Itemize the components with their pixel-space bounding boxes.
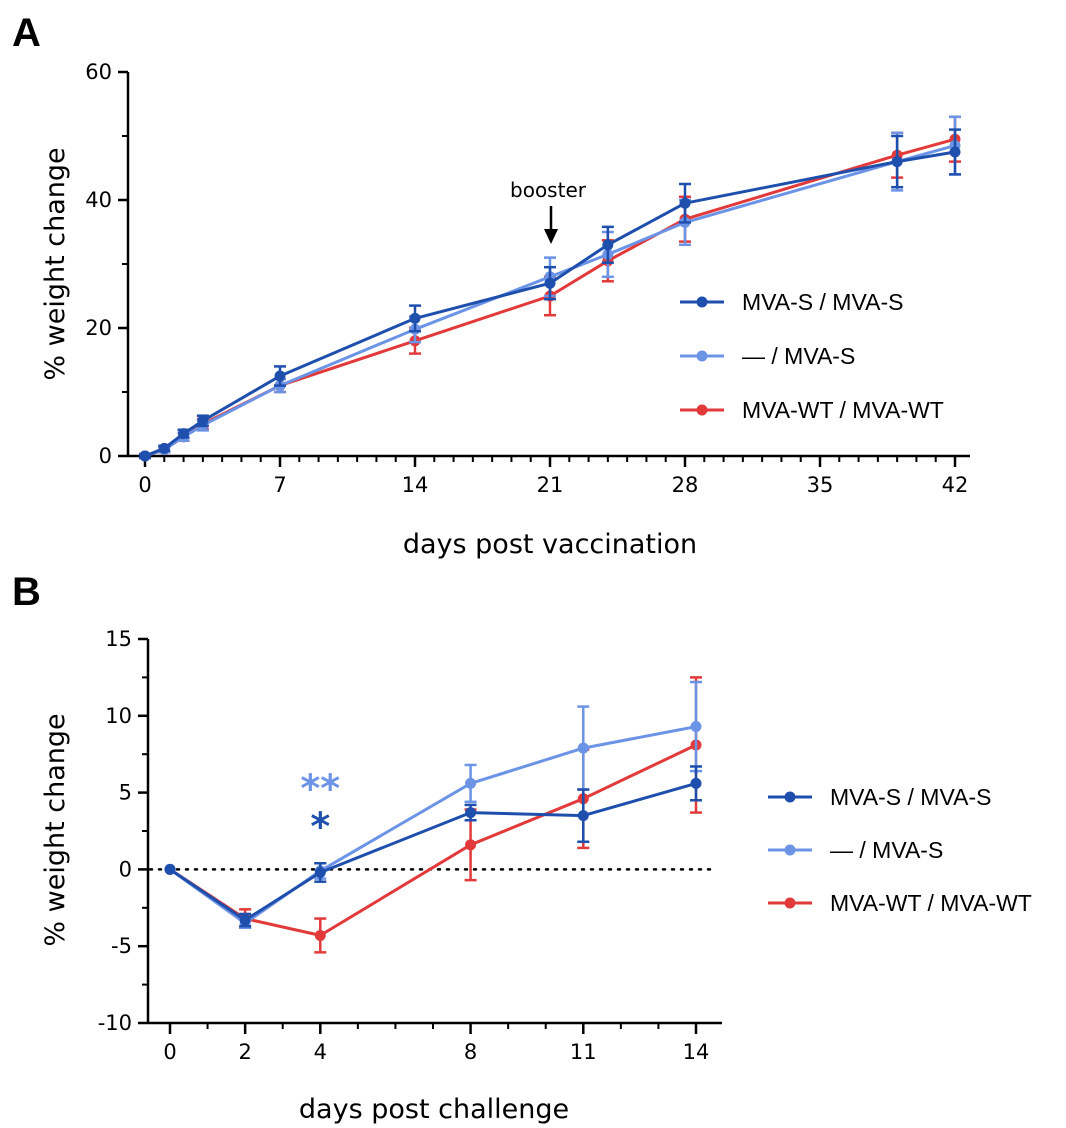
x-tick-label: 42: [942, 473, 969, 497]
legend-swatch-marker: [696, 350, 708, 362]
legend-swatch-marker: [784, 897, 796, 909]
panel-a-axes: 0 20 40 60 0 7 14 21 28 35 42: [85, 60, 970, 497]
data-point: [197, 415, 209, 427]
data-point: [690, 721, 702, 733]
data-point: [949, 146, 961, 158]
x-tick-label: 8: [464, 1040, 477, 1064]
data-point: [158, 442, 170, 454]
series-0: [139, 128, 961, 462]
panel-b-chart: B -10 -5 0 5 10 15 0 2 4 8 11 14 days post challeng…: [12, 570, 1032, 1125]
legend-entry: MVA-S / MVA-S: [768, 784, 991, 810]
y-tick-label: -5: [111, 934, 132, 958]
data-point: [465, 777, 477, 789]
data-point: [690, 777, 702, 789]
data-point: [274, 370, 286, 382]
panel-b-x-axis-title: days post challenge: [299, 1094, 569, 1125]
data-point: [409, 312, 421, 324]
data-point: [314, 866, 326, 878]
x-tick-label: 28: [672, 473, 699, 497]
legend-entry: MVA-WT / MVA-WT: [768, 890, 1032, 916]
y-tick-label: 40: [85, 188, 112, 212]
series-line: [169, 725, 697, 925]
panel-a-series: [139, 115, 961, 462]
legend-swatch-marker: [696, 296, 708, 308]
panel-b-legend: MVA-S / MVA-S — / MVA-S MVA-WT / MVA-WT: [768, 784, 1032, 916]
x-tick-label: 14: [683, 1040, 710, 1064]
data-point: [679, 197, 691, 209]
legend-label: MVA-WT / MVA-WT: [742, 397, 944, 423]
series-2: [164, 676, 702, 954]
y-tick-label: 20: [85, 316, 112, 340]
x-tick-label: 35: [807, 473, 834, 497]
data-point: [465, 839, 477, 851]
legend-label: — / MVA-S: [830, 837, 943, 863]
series-line: [169, 743, 697, 937]
y-tick-label: 5: [119, 781, 132, 805]
x-tick-label: 11: [570, 1040, 597, 1064]
y-tick-label: 0: [99, 444, 112, 468]
panel-b-series: [164, 676, 702, 954]
x-tick-label: 4: [314, 1040, 327, 1064]
y-tick-label: 0: [119, 857, 132, 881]
booster-label: booster: [510, 178, 587, 202]
data-point: [465, 807, 477, 819]
x-tick-label: 2: [238, 1040, 251, 1064]
legend-swatch-marker: [784, 791, 796, 803]
panel-b-y-axis-title: % weight change: [40, 713, 71, 946]
legend-label: MVA-S / MVA-S: [830, 784, 991, 810]
panel-a-letter: A: [12, 11, 41, 55]
panel-a-chart: A 0 20 40 60 0 7 14 21 28 35 42 days post vaccinat…: [12, 11, 970, 560]
legend-label: — / MVA-S: [742, 343, 855, 369]
series-line: [169, 781, 697, 922]
panel-b-letter: B: [12, 570, 41, 614]
legend-entry: MVA-S / MVA-S: [680, 289, 903, 315]
x-tick-label: 7: [273, 473, 286, 497]
data-point: [577, 810, 589, 822]
booster-annotation: booster: [510, 178, 587, 244]
y-tick-label: 10: [105, 704, 132, 728]
data-point: [544, 277, 556, 289]
legend-swatch-marker: [696, 404, 708, 416]
panel-a-y-axis-title: % weight change: [40, 147, 71, 380]
legend-label: MVA-WT / MVA-WT: [830, 890, 1032, 916]
x-tick-label: 21: [537, 473, 564, 497]
data-point: [239, 914, 251, 926]
series-0: [164, 765, 702, 928]
legend-entry: MVA-WT / MVA-WT: [680, 397, 944, 423]
booster-arrow-head: [544, 229, 558, 244]
legend-entry: — / MVA-S: [680, 343, 855, 369]
y-tick-label: 60: [85, 60, 112, 84]
panel-b-significance: ***: [300, 766, 340, 848]
y-tick-label: 15: [105, 627, 132, 651]
legend-swatch-marker: [784, 844, 796, 856]
x-tick-label: 0: [163, 1040, 176, 1064]
data-point: [891, 156, 903, 168]
data-point: [602, 239, 614, 251]
y-tick-label: -10: [98, 1011, 132, 1035]
panel-a-x-axis-title: days post vaccination: [403, 529, 697, 560]
data-point: [178, 428, 190, 440]
data-point: [314, 929, 326, 941]
x-tick-label: 0: [138, 473, 151, 497]
significance-mark: **: [300, 766, 340, 810]
significance-mark: *: [310, 804, 330, 848]
x-tick-label: 14: [402, 473, 429, 497]
panel-a-legend: MVA-S / MVA-S — / MVA-S MVA-WT / MVA-WT: [680, 289, 944, 423]
legend-entry: — / MVA-S: [768, 837, 943, 863]
panel-b-axes: -10 -5 0 5 10 15 0 2 4 8 11 14: [98, 627, 722, 1064]
legend-label: MVA-S / MVA-S: [742, 289, 903, 315]
data-point: [164, 863, 176, 875]
data-point: [577, 742, 589, 754]
data-point: [139, 450, 151, 462]
